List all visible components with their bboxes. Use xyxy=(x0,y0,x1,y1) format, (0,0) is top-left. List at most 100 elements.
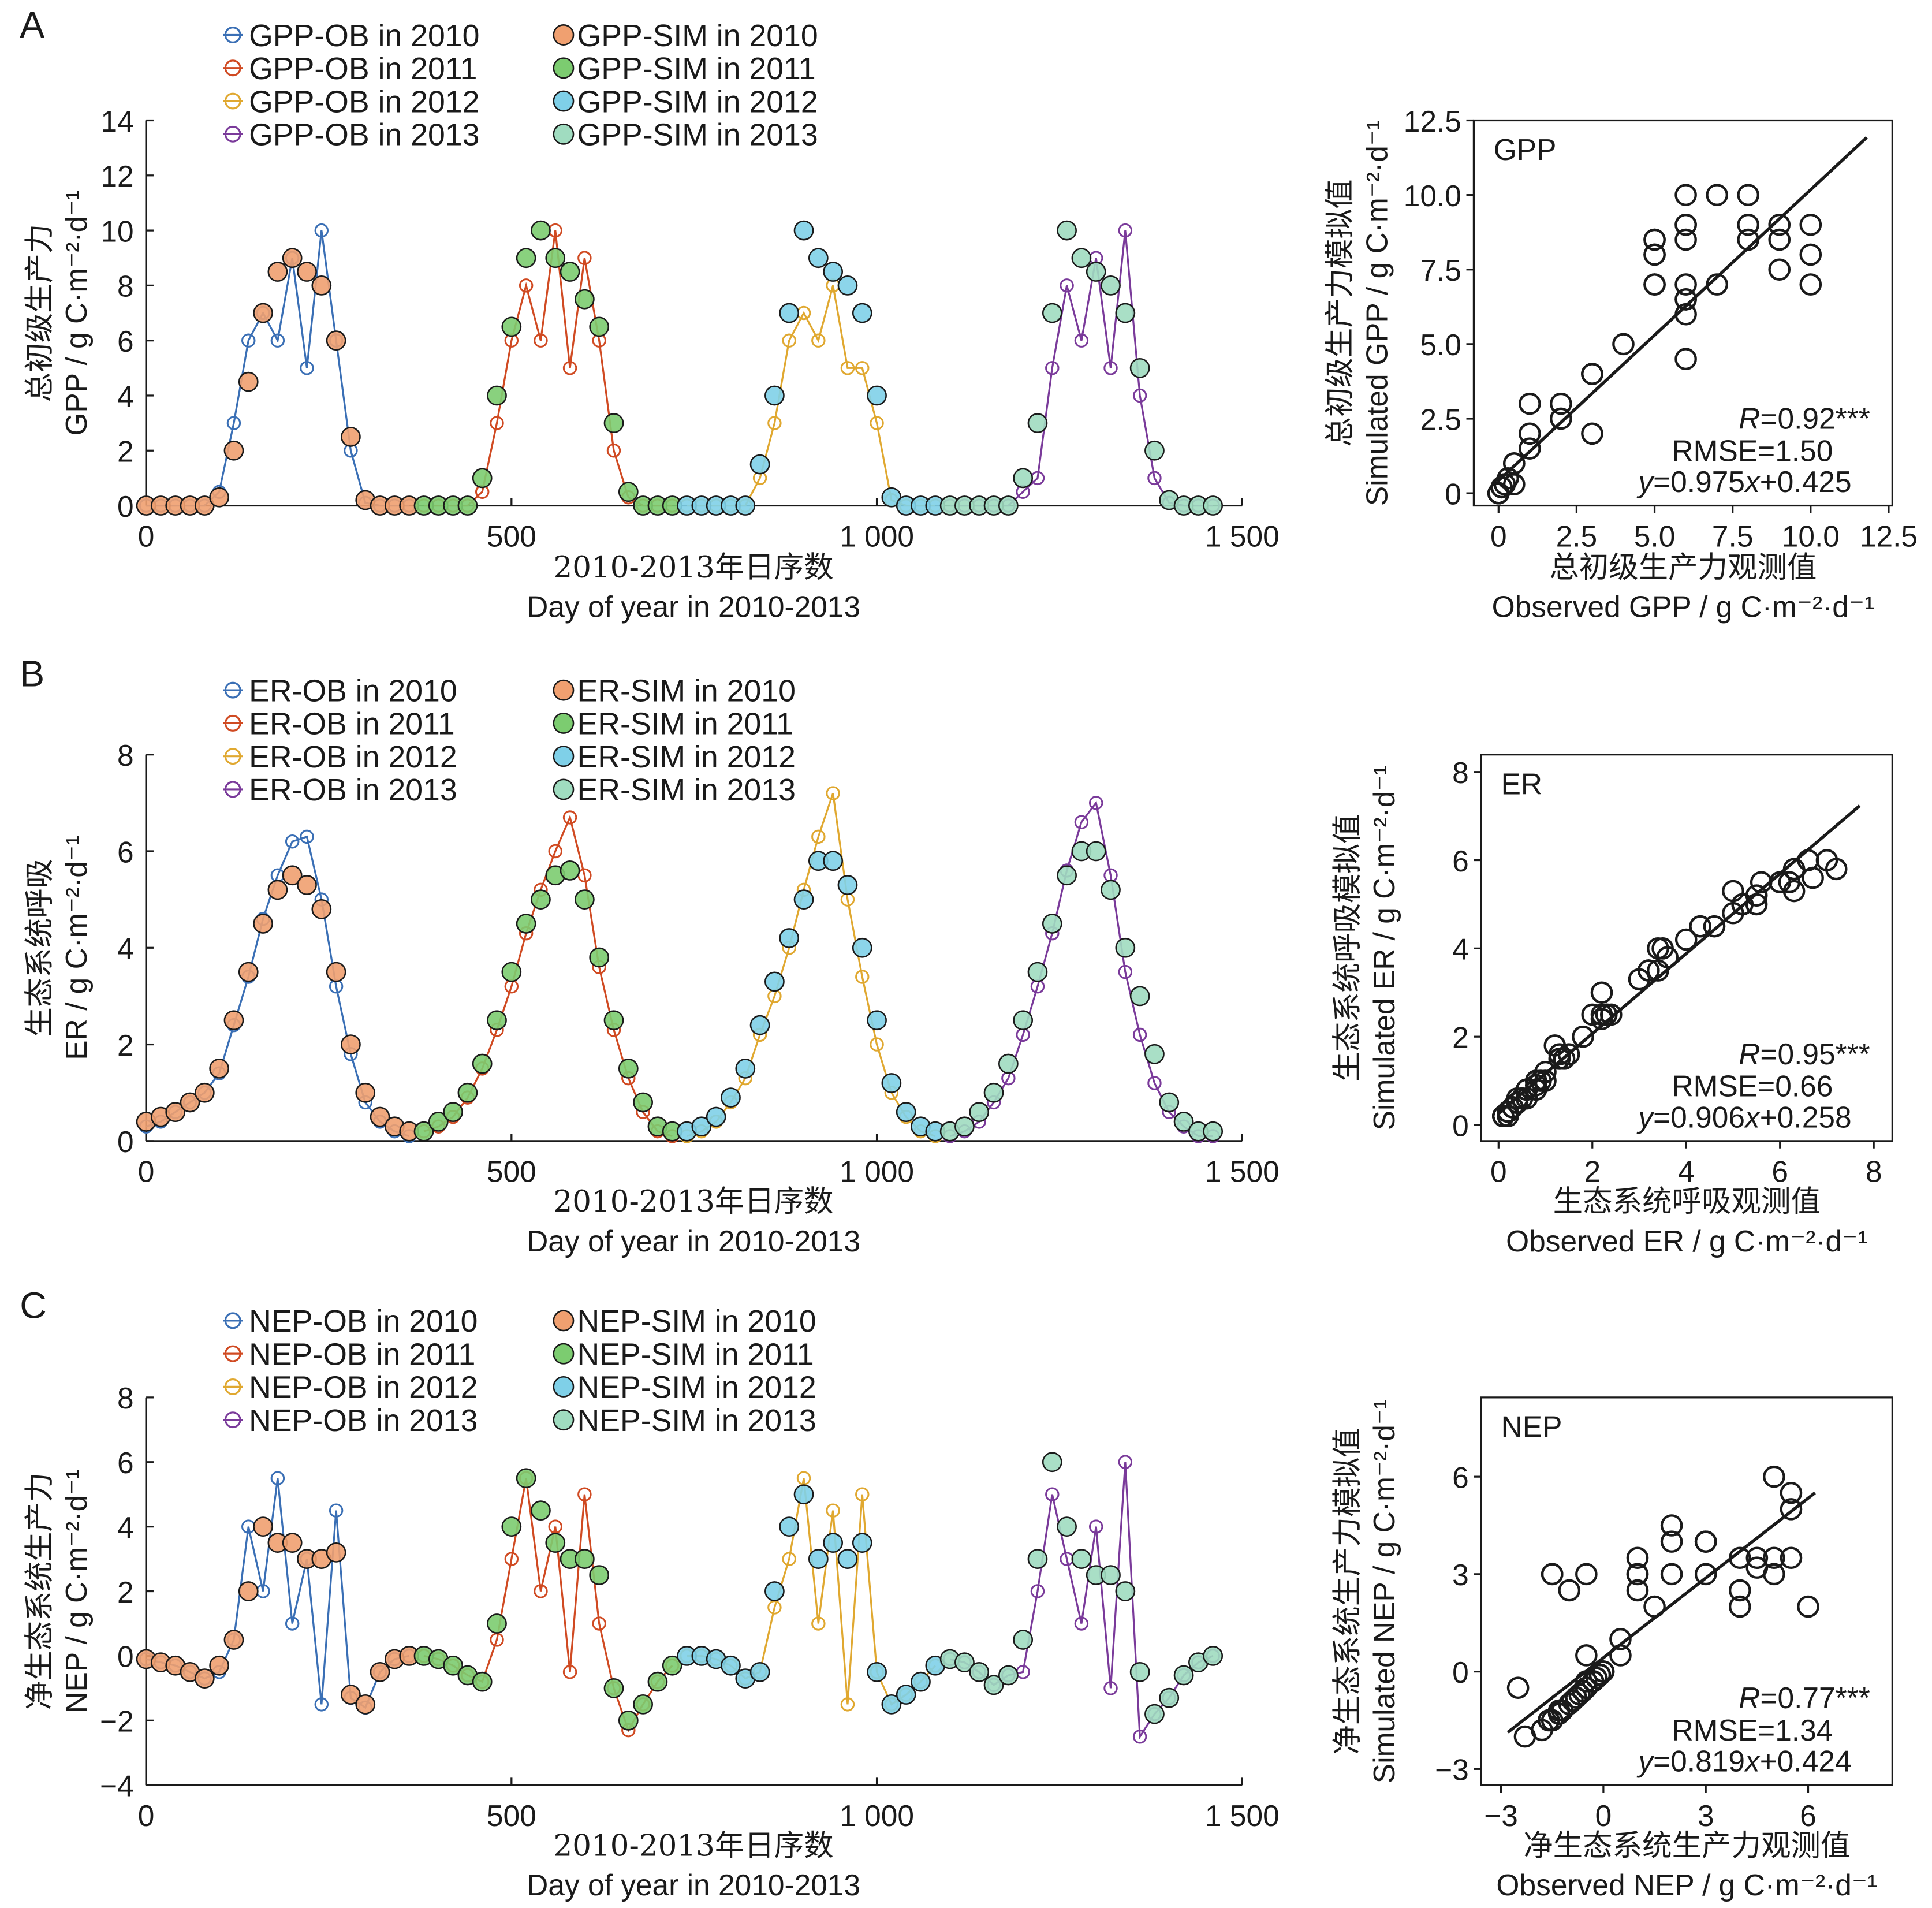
simulated-point xyxy=(267,262,288,282)
equation-part: y xyxy=(1636,465,1655,498)
scatter-point xyxy=(1674,273,1697,296)
simulated-point xyxy=(487,1613,507,1634)
legend-marker-filled-circle-icon xyxy=(553,24,575,46)
legend-label: NEP-SIM in 2010 xyxy=(577,1304,816,1339)
simulated-point xyxy=(735,1059,756,1079)
scatter-point xyxy=(1745,884,1768,907)
y-tick-label: 6 xyxy=(117,835,134,869)
simulated-point xyxy=(1013,468,1034,489)
simulated-point xyxy=(1115,303,1136,323)
scatter-point xyxy=(1674,213,1697,236)
x-axis-label-cn: 2010-2013年日序数 xyxy=(554,550,834,585)
simulated-point xyxy=(1101,880,1121,900)
simulated-point xyxy=(516,1468,536,1489)
y-axis-label-en: GPP / g C·m⁻²·d⁻¹ xyxy=(59,190,93,435)
scatter-point xyxy=(1609,1628,1632,1650)
observed-point xyxy=(285,834,300,849)
simulated-point xyxy=(983,1082,1004,1103)
legend-label: ER-SIM in 2013 xyxy=(577,773,796,807)
y-tick-label: 14 xyxy=(100,105,133,138)
legend-label: GPP-SIM in 2010 xyxy=(577,18,818,53)
legend-item-sim: ER-SIM in 2012 xyxy=(553,740,796,774)
observed-point xyxy=(300,361,314,375)
observed-point xyxy=(1074,815,1089,830)
scatter-point xyxy=(1550,392,1572,415)
simulated-point xyxy=(837,1549,858,1569)
observed-point xyxy=(1074,1616,1089,1631)
simulated-point xyxy=(706,1106,726,1127)
y-tick-label: −3 xyxy=(1435,1753,1469,1787)
r-value: =0.92*** xyxy=(1760,402,1870,435)
observed-point xyxy=(1030,1584,1045,1598)
simulated-point xyxy=(998,1053,1019,1074)
y-tick-label: 2 xyxy=(117,1575,134,1609)
observed-point xyxy=(840,361,855,375)
simulated-point xyxy=(969,1102,990,1123)
scatter-tag: GPP xyxy=(1494,133,1557,166)
simulated-point xyxy=(983,1675,1004,1695)
y-tick-label: 0 xyxy=(117,1640,134,1674)
simulated-point xyxy=(575,1549,595,1569)
y-axis-label-en: ER / g C·m⁻²·d⁻¹ xyxy=(59,836,93,1060)
scatter-point xyxy=(1643,273,1666,296)
x-tick-label: 500 xyxy=(487,1799,536,1832)
scatter-point xyxy=(1543,1034,1567,1057)
simulated-point xyxy=(896,1102,916,1123)
simulated-point xyxy=(1203,1121,1224,1142)
scatter-point xyxy=(1745,1546,1769,1570)
x-axis-label-cn: 净生态系统生产力观测值 xyxy=(1523,1828,1850,1863)
y-tick-label: 0 xyxy=(1452,1656,1469,1689)
r-value: =0.77*** xyxy=(1760,1681,1870,1715)
observed-point xyxy=(1088,1519,1103,1534)
series-simulated xyxy=(136,1452,1224,1731)
scatter-point xyxy=(1780,1481,1803,1504)
scatter-point xyxy=(1550,407,1572,430)
equation-part: +0.425 xyxy=(1760,465,1852,498)
simulated-point xyxy=(793,220,814,241)
regression-line xyxy=(1506,1492,1816,1734)
x-tick-label: 2.5 xyxy=(1556,519,1598,553)
y-axis-label-en: Simulated ER / g C·m⁻²·d⁻¹ xyxy=(1367,765,1401,1130)
y-tick-label: 12 xyxy=(100,159,133,193)
simulated-point xyxy=(1144,440,1165,461)
y-tick-label: 2.5 xyxy=(1420,403,1461,436)
x-tick-label: 12.5 xyxy=(1860,519,1918,553)
scatter-point xyxy=(1694,1563,1717,1586)
panel-letter: A xyxy=(20,4,44,46)
scatter-plot: 0 2.5 5.0 7.5 10.0 12.5 0 2.5 5.0 7.5 10.0 12.5 GPP 总… xyxy=(1323,105,1918,624)
observed-point xyxy=(1132,1027,1147,1042)
panel-b: B ER-OB in 2010 ER-SIM in 2010 ER-OB in 201… xyxy=(20,653,1893,1258)
scatter-point xyxy=(1519,437,1541,460)
observed-point xyxy=(314,1697,329,1712)
x-tick-label: 3 xyxy=(1698,1799,1714,1832)
observed-point xyxy=(811,829,826,844)
equation-part: y xyxy=(1636,1100,1655,1134)
legend-item-ob: GPP-OB in 2013 xyxy=(223,118,479,152)
r-symbol: R xyxy=(1739,402,1760,435)
simulated-point xyxy=(1042,914,1062,934)
simulated-point xyxy=(194,1082,215,1103)
scatter-point xyxy=(1768,228,1791,251)
simulated-point xyxy=(852,1533,872,1553)
y-tick-label: 2 xyxy=(117,435,134,468)
simulated-point xyxy=(749,454,770,475)
simulated-point xyxy=(1027,962,1048,982)
scatter-point xyxy=(1575,1644,1598,1667)
scatter-point xyxy=(1674,928,1698,951)
simulated-point xyxy=(633,1092,653,1113)
simulated-point xyxy=(603,413,624,433)
scatter-point xyxy=(1487,482,1510,505)
observed-point xyxy=(826,1503,840,1518)
observed-point xyxy=(826,786,840,800)
simulated-point xyxy=(779,928,800,948)
simulated-point xyxy=(355,1082,376,1103)
simulated-point xyxy=(823,851,844,871)
y-tick-label: 6 xyxy=(1452,1460,1469,1494)
legend-item-ob: ER-OB in 2012 xyxy=(223,740,457,774)
observed-point xyxy=(562,1665,577,1679)
x-tick-label: −3 xyxy=(1484,1799,1518,1832)
y-tick-label: 2 xyxy=(1452,1020,1469,1054)
scatter-tag: NEP xyxy=(1501,1410,1562,1444)
observed-point xyxy=(241,333,256,348)
